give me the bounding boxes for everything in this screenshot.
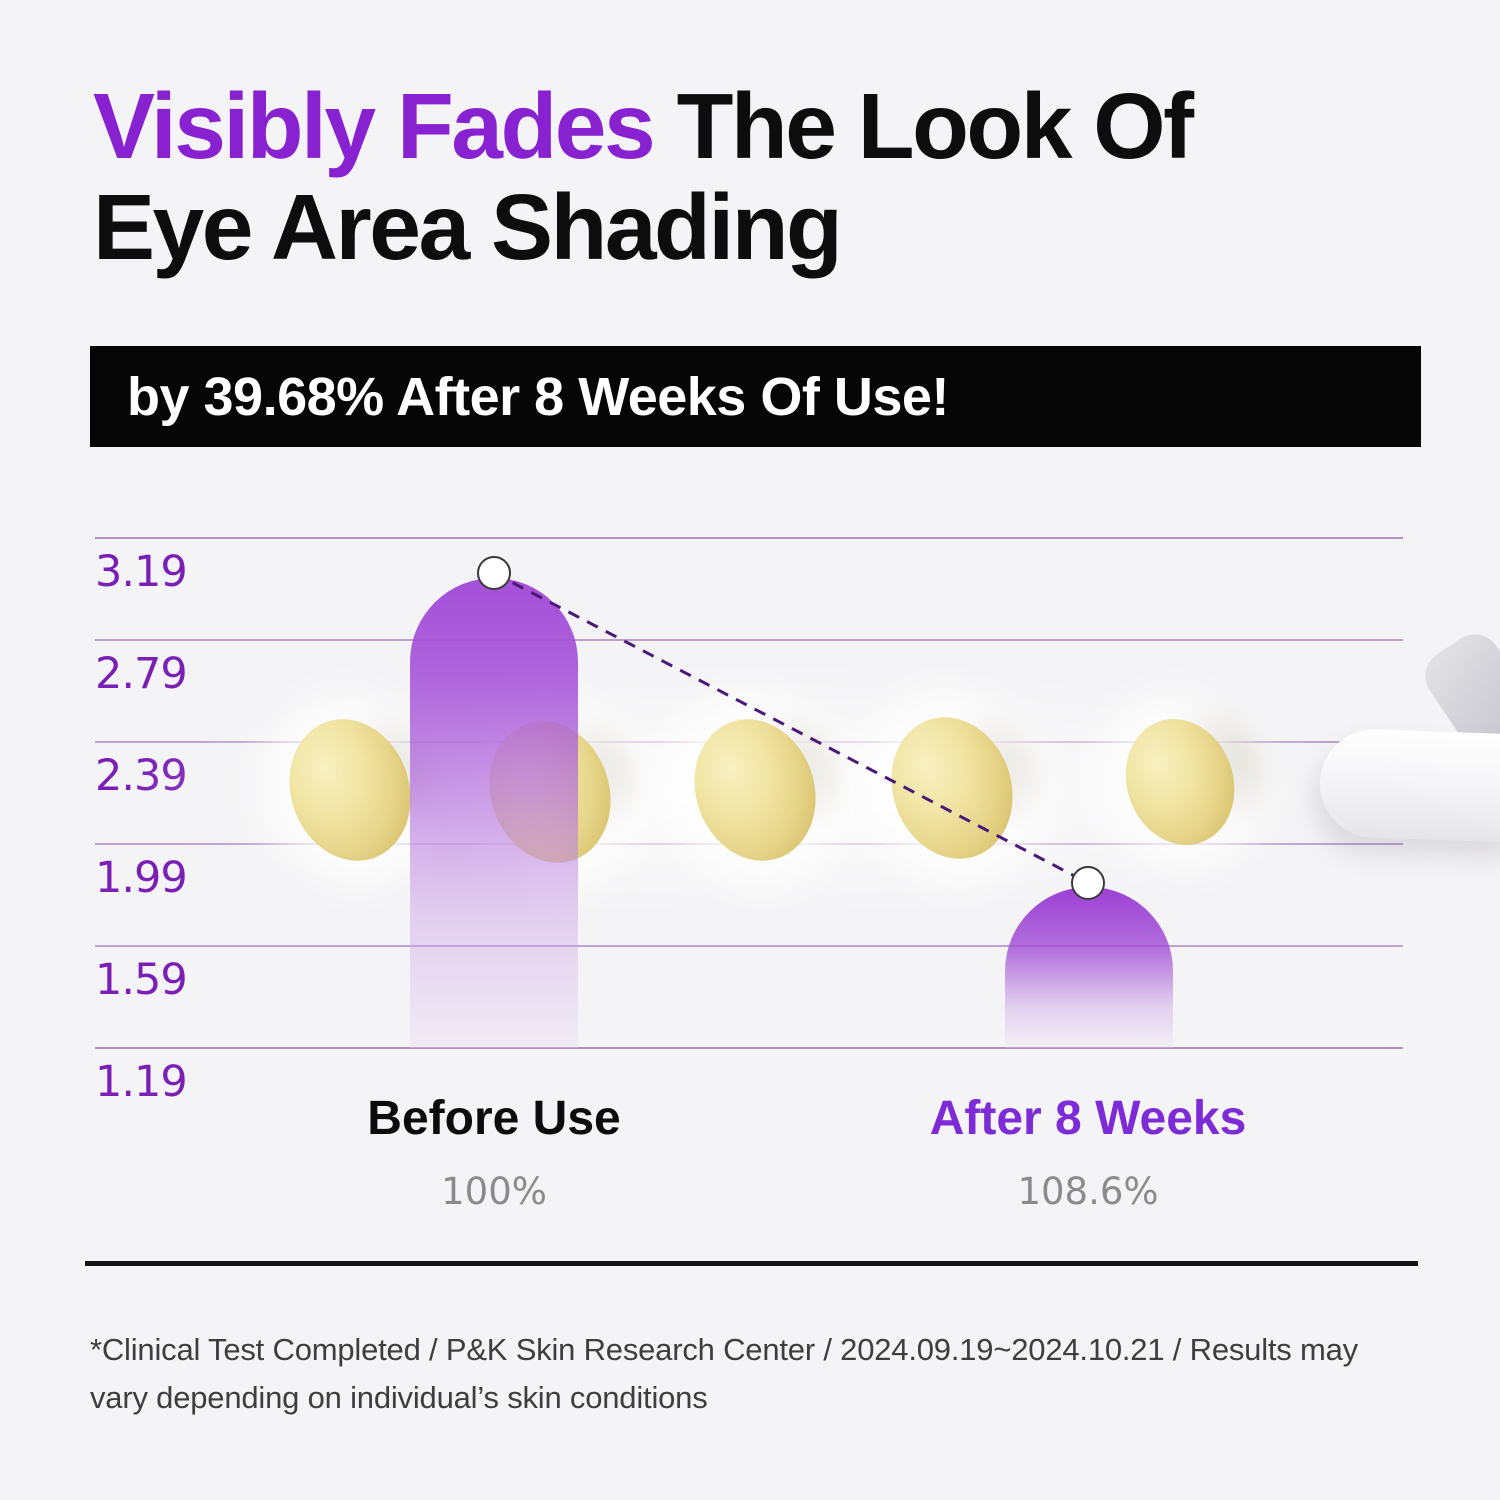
y-axis-tick: 3.19	[95, 547, 188, 597]
claim-banner-text: by 39.68% After 8 Weeks Of Use!	[127, 366, 949, 427]
gridline	[95, 537, 1403, 539]
page-title-line2: Eye Area Shading	[93, 175, 843, 280]
data-point-after	[1071, 866, 1105, 900]
clinical-footnote: *Clinical Test Completed / P&K Skin Rese…	[90, 1332, 1358, 1416]
bar-before-use	[410, 578, 578, 1048]
y-axis-tick: 1.59	[95, 955, 188, 1005]
category-label-before: Before Use	[367, 1092, 621, 1145]
percent-label-after: 108.6%	[1017, 1170, 1159, 1213]
applicator-tip-image	[1318, 727, 1500, 843]
gridline	[95, 945, 1403, 947]
claim-banner: by 39.68% After 8 Weeks Of Use!	[90, 346, 1421, 447]
gridline	[95, 1047, 1403, 1049]
bar-after-8-weeks	[1005, 887, 1173, 1048]
percent-label-before: 100%	[441, 1170, 547, 1213]
data-point-before	[477, 556, 511, 590]
footer-divider	[85, 1261, 1418, 1266]
y-axis-tick: 1.19	[95, 1057, 188, 1107]
page-title: Visibly Fades The Look Of Eye Area Shadi…	[93, 74, 1194, 280]
category-label-after: After 8 Weeks	[929, 1092, 1247, 1145]
page-title-line1-rest: The Look Of	[653, 74, 1194, 178]
page-title-highlight: Visibly Fades	[93, 74, 656, 178]
gridline	[95, 639, 1403, 641]
